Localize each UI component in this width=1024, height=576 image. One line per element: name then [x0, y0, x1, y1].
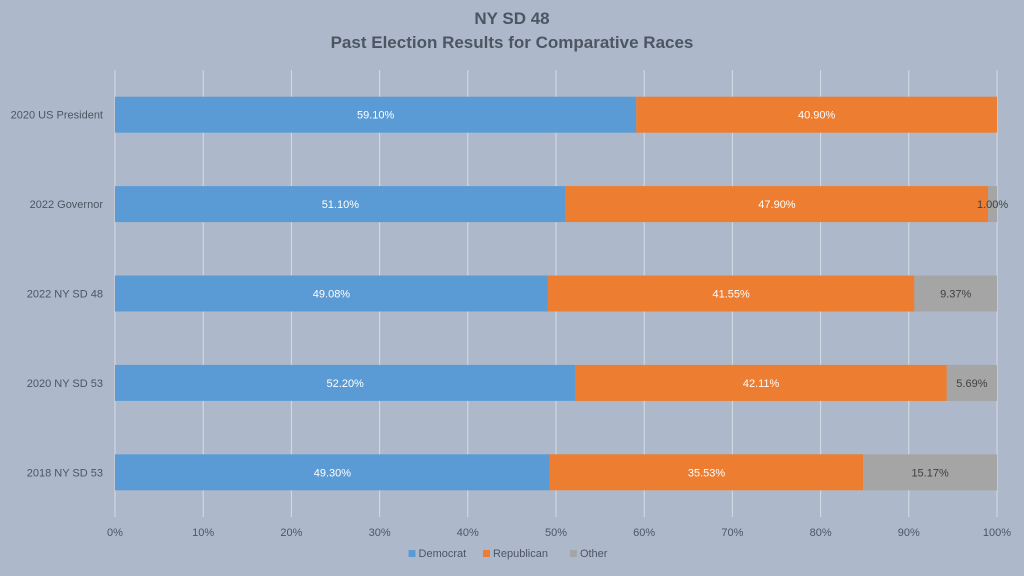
bar-segment-democrat	[115, 275, 548, 312]
category-label: 2022 Governor	[30, 199, 104, 211]
x-tick-label: 90%	[898, 527, 920, 539]
x-tick-label: 10%	[192, 527, 214, 539]
data-label: 47.90%	[758, 199, 796, 211]
legend-swatch-other	[569, 550, 577, 557]
x-tick-label: 30%	[369, 527, 391, 539]
x-tick-label: 40%	[457, 527, 479, 539]
category-label: 2020 US President	[11, 110, 103, 122]
legend-swatch-republican	[482, 550, 490, 557]
bar-segment-democrat	[115, 364, 576, 401]
data-label: 49.30%	[314, 467, 352, 479]
data-label: 9.37%	[940, 289, 971, 301]
category-label: 2020 NY SD 53	[27, 378, 103, 390]
legend-label-democrat: Democrat	[419, 548, 467, 560]
legend-label-republican: Republican	[493, 548, 548, 560]
bar-segment-democrat	[115, 96, 637, 133]
x-tick-label: 60%	[633, 527, 655, 539]
x-tick-label: 80%	[810, 527, 832, 539]
x-tick-label: 70%	[721, 527, 743, 539]
bar-segment-democrat	[115, 454, 550, 491]
x-tick-label: 100%	[983, 527, 1011, 539]
data-label: 52.20%	[327, 378, 365, 390]
bar-segment-republican	[547, 275, 915, 312]
data-label: 1.00%	[977, 199, 1008, 211]
chart-subtitle: Past Election Results for Comparative Ra…	[330, 33, 694, 52]
data-label: 59.10%	[357, 110, 395, 122]
bar-segment-republican	[575, 364, 947, 401]
data-label: 40.90%	[798, 110, 836, 122]
bar-segment-republican	[549, 454, 864, 491]
x-tick-label: 20%	[280, 527, 302, 539]
chart-title: NY SD 48	[474, 9, 550, 28]
x-tick-label: 0%	[107, 527, 123, 539]
x-tick-label: 50%	[545, 527, 567, 539]
data-label: 35.53%	[688, 467, 726, 479]
data-label: 49.08%	[313, 289, 351, 301]
bar-segment-republican	[636, 96, 997, 133]
bar-segment-other	[946, 364, 997, 401]
data-label: 51.10%	[322, 199, 360, 211]
category-label: 2018 NY SD 53	[27, 467, 103, 479]
data-label: 15.17%	[911, 467, 949, 479]
category-label: 2022 NY SD 48	[27, 289, 103, 301]
bar-segment-other	[914, 275, 997, 312]
data-label: 42.11%	[743, 378, 780, 390]
bar-segment-other	[988, 186, 997, 223]
legend-swatch-democrat	[408, 550, 416, 557]
data-label: 5.69%	[956, 378, 987, 390]
bar-segment-other	[863, 454, 997, 491]
bar-segment-republican	[565, 186, 989, 223]
data-label: 41.55%	[712, 289, 750, 301]
legend-label-other: Other	[580, 548, 608, 560]
bar-segment-democrat	[115, 186, 566, 223]
